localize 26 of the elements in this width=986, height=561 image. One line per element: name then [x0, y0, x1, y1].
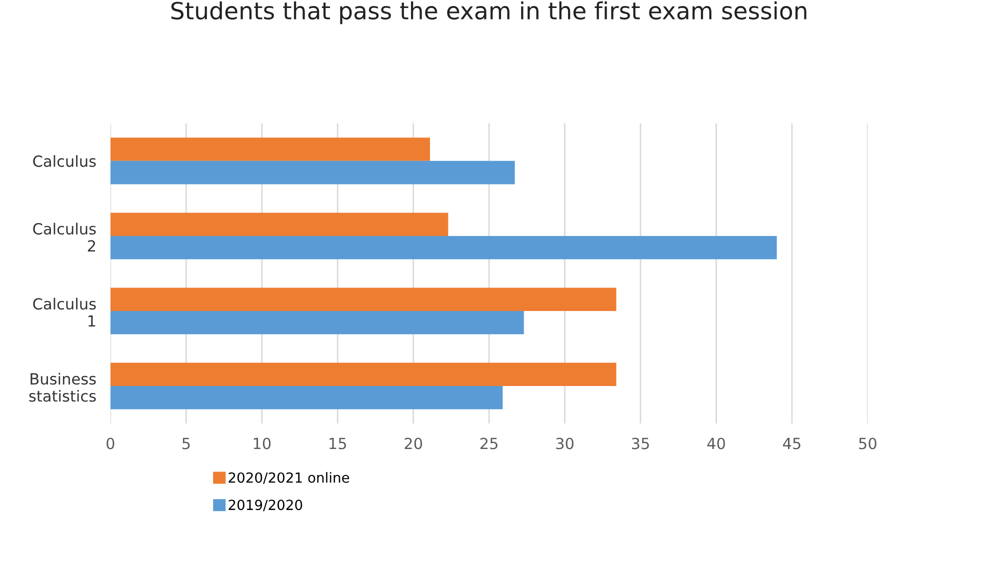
- x-tick-label: 45: [782, 438, 800, 450]
- bar: [110, 311, 524, 334]
- bar: [110, 160, 515, 184]
- y-tick-label: Calculus 2: [33, 222, 96, 252]
- legend-label: 2020/2021 online: [228, 472, 350, 484]
- bar: [110, 362, 616, 386]
- legend-label: 2019/2020: [228, 500, 302, 512]
- y-tick-label: Business statistics: [29, 372, 96, 402]
- x-tick-label: 25: [480, 438, 498, 450]
- x-tick-label: 15: [330, 438, 346, 450]
- x-tick-label: 30: [556, 438, 574, 450]
- bar: [110, 386, 503, 410]
- x-tick-label: 35: [632, 438, 649, 450]
- bar: [110, 288, 616, 312]
- x-tick-label: 0: [106, 438, 114, 450]
- y-tick-label: Calculus 1: [33, 298, 96, 327]
- x-tick-label: 50: [859, 438, 876, 450]
- chart-title: Students that pass the exam in the first exam session: [171, 1, 806, 24]
- x-tick-label: 10: [254, 438, 271, 450]
- x-tick-label: 5: [182, 438, 190, 450]
- bar: [110, 236, 777, 260]
- y-tick-label: Calculus: [33, 155, 96, 167]
- x-tick-label: 20: [404, 438, 422, 450]
- bar: [110, 138, 430, 161]
- x-tick-label: 40: [707, 438, 725, 450]
- bar: [110, 212, 448, 236]
